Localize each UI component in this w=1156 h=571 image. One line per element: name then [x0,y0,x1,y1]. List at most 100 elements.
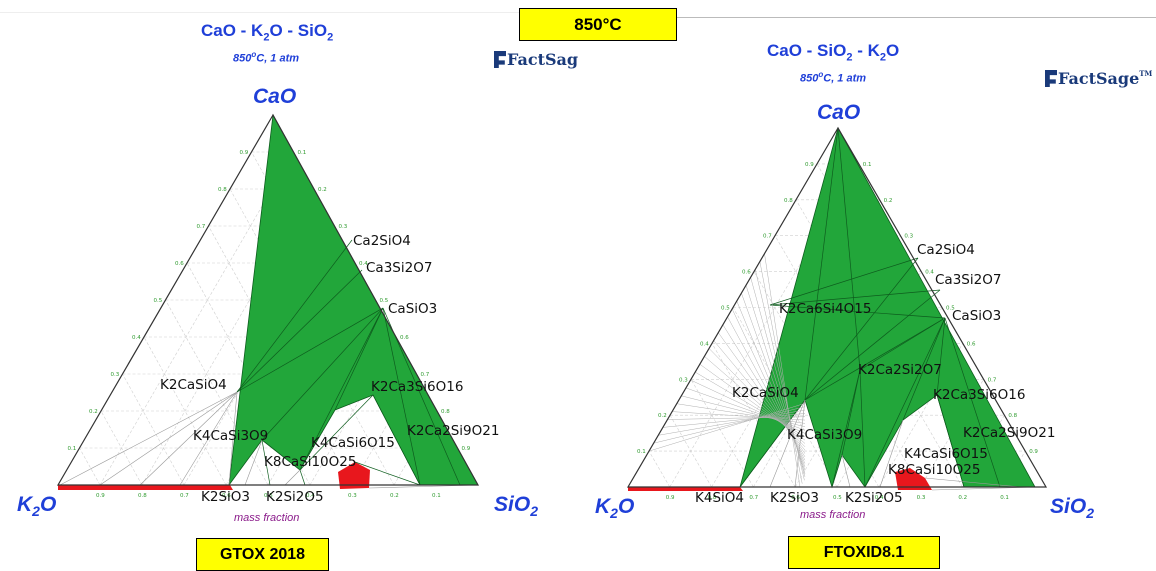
phase-label: K2Si2O5 [266,489,324,505]
tick-label: 0.4 [875,495,884,501]
grid-line [732,307,838,488]
hatch-line [713,340,806,451]
phase-label: K2CaSiO4 [732,385,799,401]
phase-label: K2Si2O5 [845,490,903,506]
hatch-line [685,387,806,431]
phase-field-red [895,468,932,490]
tick-label: 0.4 [359,261,368,267]
grid-line [690,379,754,488]
phase-label: K4CaSi3O9 [787,427,863,443]
tick-label: 0.6 [175,261,184,267]
phase-label: Ca2SiO4 [917,242,975,258]
tick-label: 0.5 [264,493,273,499]
phase-label: K2Ca3Si6O16 [371,379,464,395]
hatch-line [676,403,806,424]
grid-line [99,151,294,486]
tick-label: 0.3 [904,234,913,240]
tick-label: 0.7 [763,234,772,240]
hatch-line [764,253,801,488]
phase-field-red [338,462,370,489]
tick-label: 0.8 [218,187,227,193]
diagram-title: CaO - SiO2 - K2O [767,41,900,64]
vertex-cao: CaO [817,101,861,124]
tick-label: 0.4 [700,341,709,347]
phase-label: CaSiO3 [952,308,1002,324]
tick-label: 0.2 [884,198,893,204]
triangle-outline [626,126,1048,488]
tick-label: 0.8 [1008,413,1017,419]
tick-label: 0.9 [1029,449,1038,455]
liquid-field-bottom [628,487,743,491]
axis-title: mass fraction [234,512,300,524]
hatch-line [648,403,806,452]
tick-label: 0.6 [222,493,231,499]
tick-label: 0.9 [96,493,105,499]
tick-label: 0.8 [784,198,793,204]
ternary-diagram-gtox: CaO - K2O - SiO2 850oC, 1 atm FactSag Ca… [17,21,578,571]
tick-label: 0.6 [791,495,800,501]
tick-label: 0.1 [298,150,307,156]
phase-label: K2Ca2Si9O21 [963,425,1056,441]
tick-label: 0.7 [180,493,189,499]
phase-label: K2Ca2Si9O21 [407,423,500,439]
phase-label: K2SiO3 [770,490,819,506]
phase-label: Ca2SiO4 [353,233,411,249]
hatch-line [681,395,806,428]
tick-label: 0.9 [240,150,249,156]
factsage-logo: FactSag [494,50,578,69]
axis-title: mass fraction [800,509,866,521]
tick-label: 0.6 [400,335,409,341]
ternary-diagram-ftoxid: CaO - SiO2 - K2O 850oC, 1 atm FactSageTM… [580,0,1156,571]
hatch-line [667,416,806,420]
tick-label: 0.1 [637,449,646,455]
tie-lines [236,239,461,486]
hatch-line [708,348,806,448]
phase-diagram-plot: 0.1 0.1 0.1 0.2 0.2 0.2 0.3 0.3 0.3 0.4 0.4 0.4 0.5 0… [626,126,1048,501]
database-label: FTOXID8.1 [788,536,940,569]
hatch-line [690,379,806,434]
vertex-k2o: K2O [595,495,635,522]
grid-line [143,336,227,486]
phase-label: K4CaSi6O15 [904,446,988,462]
tick-label: 0.9 [805,162,814,168]
phase-diagram-plot: 0.1 0.1 0.1 0.2 0.2 0.2 0.3 0.3 0.3 0.4 0.4 0.4 0.5 0… [56,113,480,499]
tick-label: 0.2 [958,495,967,501]
tick-label: 0.4 [306,493,315,499]
vertex-k2o: K2O [17,493,57,520]
tick-label: 0.4 [132,335,141,341]
grid-line [669,415,712,488]
phase-label: K2Ca3Si6O16 [933,387,1026,403]
phase-label: K2Ca2Si2O7 [858,362,942,378]
tick-label: 0.4 [925,270,934,276]
tick-label: 0.7 [749,495,758,501]
phase-label: K4SiO4 [695,490,744,506]
two-phase-tielines [769,399,1036,491]
hatch-line [759,261,803,484]
tick-label: 0.3 [111,372,120,378]
tick-label: 0.1 [432,493,441,499]
tick-label: 0.1 [1000,495,1009,501]
tick-label: 0.2 [658,413,667,419]
grid-line [79,447,101,486]
phase-label: K2CaSiO4 [160,377,227,393]
tick-label: 0.2 [318,187,327,193]
banner-rule [677,17,1156,18]
diagram-conditions: 850oC, 1 atm [233,50,300,65]
phase-label: K4CaSi3O9 [193,428,269,444]
tick-label: 0.3 [339,224,348,230]
tick-label: 0.1 [68,446,77,452]
triangle-outline [56,113,480,486]
hatch-line [672,411,806,421]
tick-label: 0.7 [988,377,997,383]
hatch-line [718,332,806,454]
liquid-field-bottom [58,485,233,490]
phase-label: K8CaSi10O25 [888,462,981,478]
factsage-logo: FactSageTM [1045,69,1152,88]
tick-label: 0.3 [348,493,357,499]
tick-label: 0.5 [946,306,955,312]
temperature-banner: 850°C [519,8,677,41]
tick-label: 0.6 [742,270,751,276]
vertex-sio2: SiO2 [494,493,538,520]
hatch-line [699,364,806,441]
tick-label: 0.9 [462,446,471,452]
